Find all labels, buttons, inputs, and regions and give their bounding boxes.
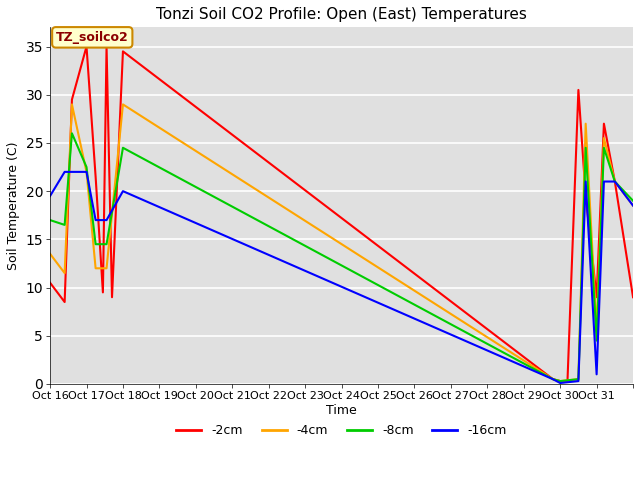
X-axis label: Time: Time <box>326 404 357 417</box>
Text: TZ_soilco2: TZ_soilco2 <box>56 31 129 44</box>
Title: Tonzi Soil CO2 Profile: Open (East) Temperatures: Tonzi Soil CO2 Profile: Open (East) Temp… <box>156 7 527 22</box>
Legend: -2cm, -4cm, -8cm, -16cm: -2cm, -4cm, -8cm, -16cm <box>172 419 512 442</box>
Y-axis label: Soil Temperature (C): Soil Temperature (C) <box>7 142 20 270</box>
